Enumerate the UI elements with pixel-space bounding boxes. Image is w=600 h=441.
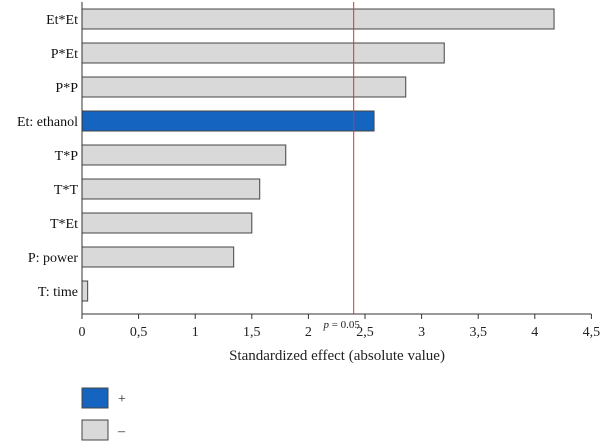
bar (81, 178, 261, 200)
category-label: Et: ethanol (17, 115, 78, 130)
x-tick-label: 0,5 (130, 325, 148, 340)
category-label: P*P (55, 81, 78, 96)
bar (81, 42, 445, 64)
x-axis-title: Standardized effect (absolute value) (229, 348, 445, 364)
x-tick-label: 1 (192, 325, 199, 340)
bar (81, 110, 375, 132)
category-label: Et*Et (46, 13, 78, 28)
category-label: T*P (55, 149, 79, 164)
bar (81, 144, 287, 166)
x-tick-label: 2,5 (356, 325, 374, 340)
bars-group (81, 8, 555, 302)
category-label: T*T (54, 183, 79, 198)
category-label: T: time (38, 285, 78, 300)
legend: +– (81, 387, 126, 441)
legend-swatch (81, 387, 109, 409)
legend-label: – (117, 424, 126, 439)
bar (81, 8, 555, 30)
legend-label: + (118, 392, 126, 407)
significance-label: p = 0.05 (322, 319, 360, 331)
x-tick-label: 3,5 (469, 325, 487, 340)
category-label: P*Et (51, 47, 78, 62)
significance-label-value: = 0.05 (329, 319, 360, 331)
x-tick-label: 2 (305, 325, 312, 340)
x-tick-label: 4,5 (583, 325, 600, 340)
significance-label-p: p (322, 319, 329, 331)
x-tick-label: 4 (531, 325, 538, 340)
x-tick-label: 0 (79, 325, 86, 340)
bar (81, 212, 253, 234)
x-axis-ticks: 0 0,5 1 1,5 2 2,5 3 3,5 4 4,5 (79, 314, 600, 340)
x-tick-label: 1,5 (243, 325, 261, 340)
bar (81, 280, 89, 302)
category-label: P: power (28, 251, 79, 266)
legend-swatch (81, 419, 109, 441)
category-labels: Et*Et P*Et P*P Et: ethanol T*P T*T T*Et P: powe… (17, 13, 78, 300)
bar (81, 76, 407, 98)
bar (81, 246, 235, 268)
x-tick-label: 3 (418, 325, 425, 340)
category-label: T*Et (50, 217, 78, 232)
